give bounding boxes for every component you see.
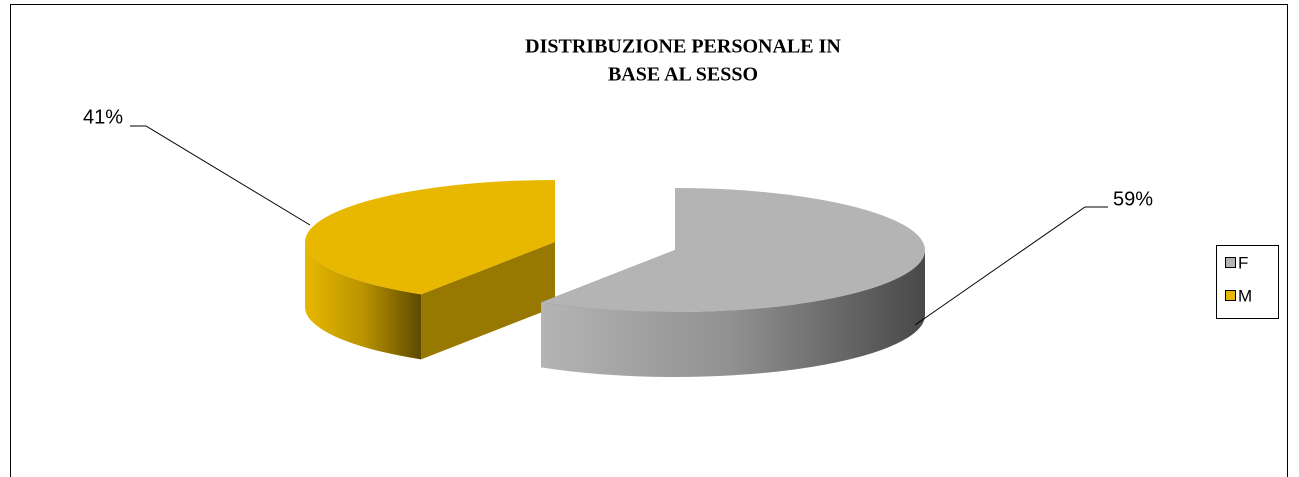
data-label: 59%	[1113, 188, 1153, 210]
slice-face	[421, 242, 555, 360]
legend-label: F	[1238, 253, 1248, 272]
leader-line	[914, 206, 1108, 326]
legend-swatch	[1225, 290, 1236, 301]
chart-title: BASE AL SESSO	[608, 64, 758, 86]
slice-face-shade	[421, 242, 555, 360]
slice-wall-shade	[541, 250, 925, 377]
chart-title: DISTRIBUZIONE PERSONALE IN	[525, 36, 841, 58]
leader-line	[130, 125, 311, 226]
legend-label: M	[1238, 286, 1252, 305]
data-label: 41%	[83, 106, 123, 128]
slice-top	[305, 180, 555, 295]
legend-swatch	[1225, 257, 1236, 268]
slice-top	[541, 188, 925, 312]
pie	[305, 180, 925, 377]
chart-border	[10, 4, 1288, 477]
slice-wall-shade	[305, 242, 422, 360]
